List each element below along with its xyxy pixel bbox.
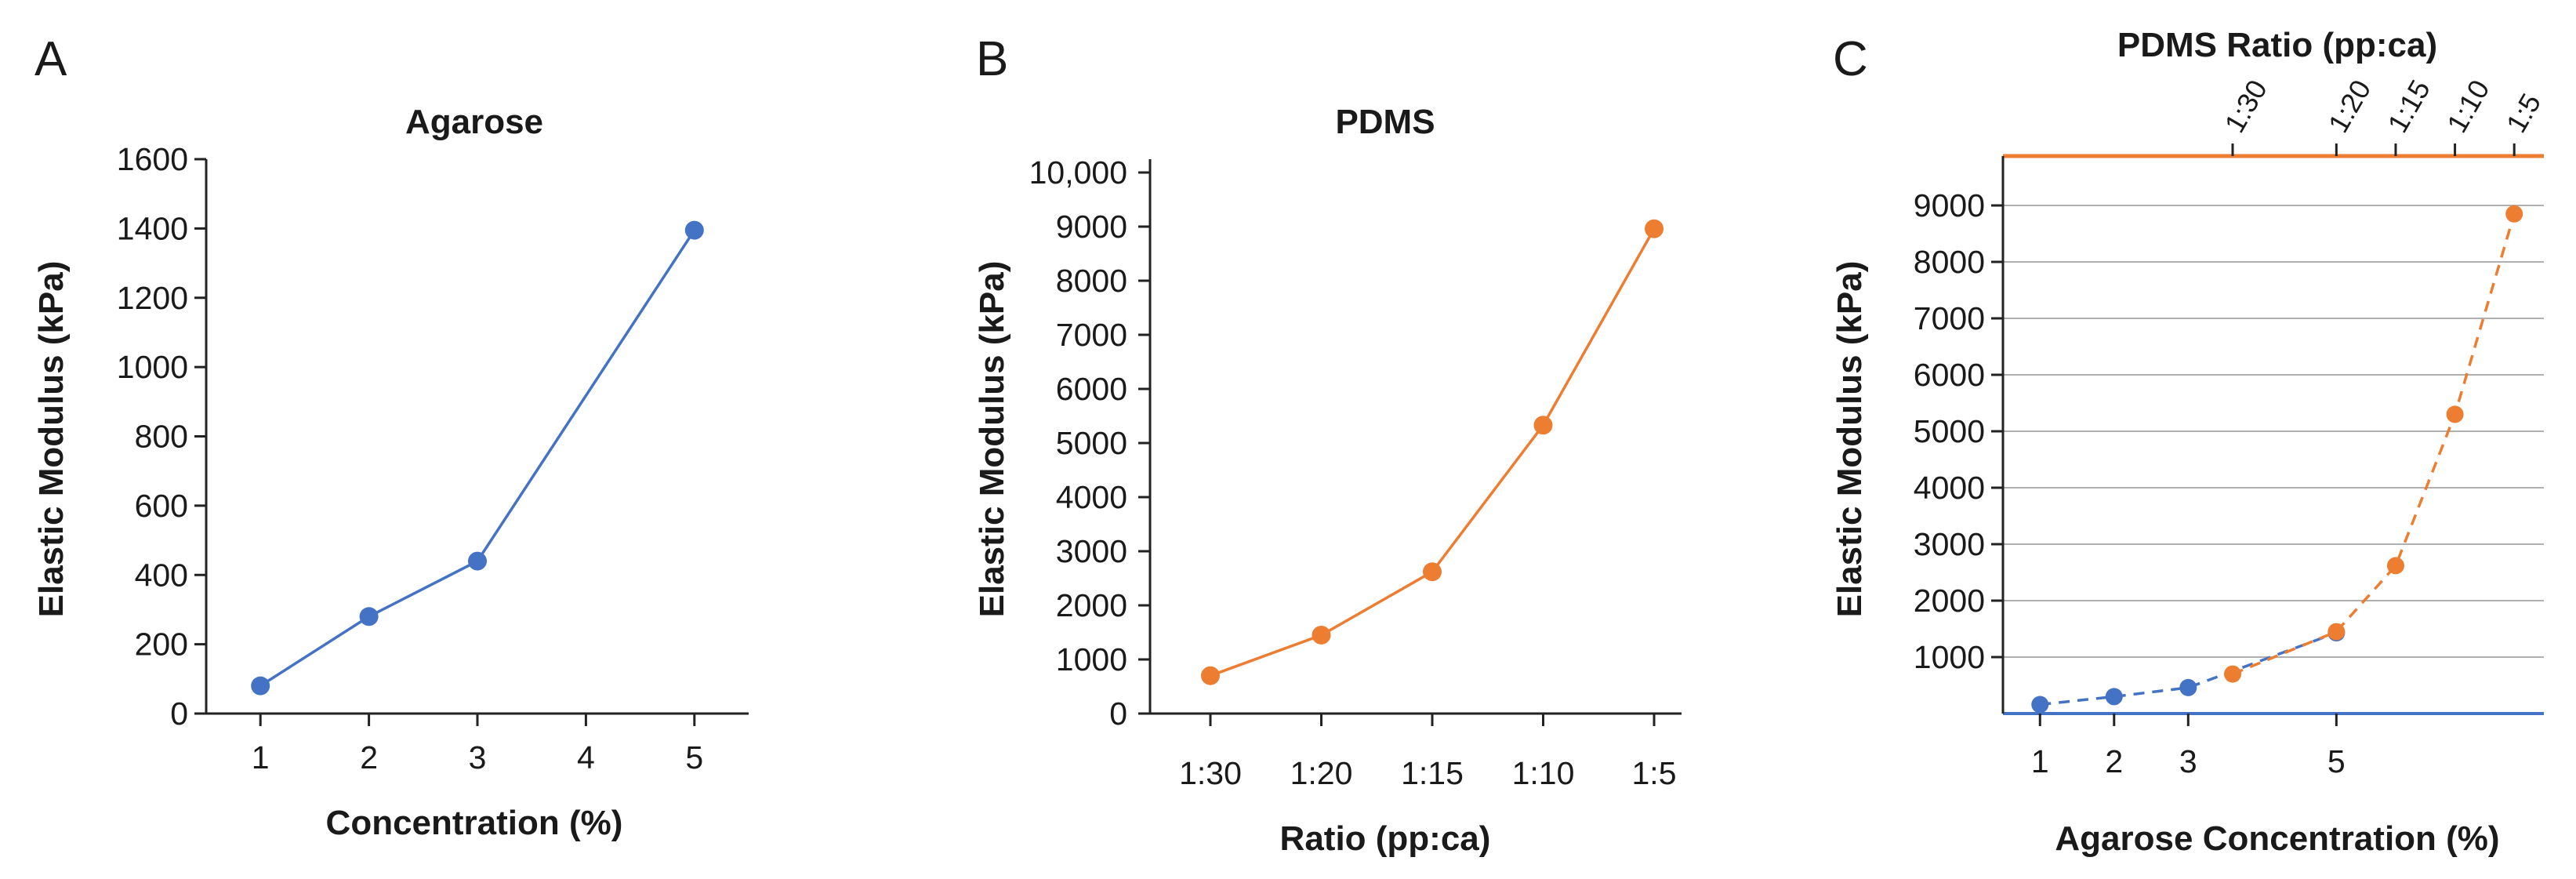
chart-a-title: Agarose [405, 103, 543, 141]
chart-agarose: Agarose Concentration (%) Elastic Modulu… [32, 103, 749, 842]
chart-a-ytick-label: 600 [135, 488, 188, 524]
chart-c-ytick-label: 8000 [1914, 244, 1985, 280]
chart-b-ytick-label: 6000 [1056, 371, 1127, 407]
chart-c-ytick-label: 5000 [1914, 413, 1985, 449]
chart-c-ytick-label: 1000 [1914, 639, 1985, 675]
chart-b-xtick-label: 1:5 [1632, 755, 1677, 791]
chart-c-top-tick-label: 1:15 [2381, 74, 2436, 138]
chart-c-data-point-pdms [2446, 405, 2464, 423]
chart-a-data-point [251, 676, 270, 696]
chart-b-xtick-label: 1:15 [1401, 755, 1464, 791]
chart-b-ytick-label: 1000 [1056, 641, 1127, 677]
chart-c-ylabel: Elastic Modulus (kPa) [1830, 261, 1869, 618]
chart-c-ytick-label: 3000 [1914, 526, 1985, 562]
chart-a-xlabel: Concentration (%) [326, 804, 623, 842]
chart-a-xtick-label: 1 [252, 739, 270, 775]
chart-c-data-point-agarose [2179, 678, 2197, 696]
chart-b-data-point [1201, 666, 1220, 685]
chart-a-ytick-label: 800 [135, 419, 188, 455]
chart-c-top-tick-label: 1:5 [2500, 88, 2548, 138]
chart-b-ytick-label: 4000 [1056, 479, 1127, 515]
chart-a-data-point [684, 220, 704, 240]
chart-a-ylabel: Elastic Modulus (kPa) [32, 261, 71, 618]
chart-a-xtick-label: 4 [577, 739, 595, 775]
chart-c-xtick-label: 3 [2179, 743, 2197, 779]
chart-b-data-point [1312, 625, 1331, 645]
chart-b-data-point [1423, 562, 1442, 582]
panel-letter-b: B [976, 32, 1008, 86]
chart-a-xtick-label: 5 [685, 739, 703, 775]
chart-a-xtick-label: 3 [469, 739, 487, 775]
chart-a-ytick-label: 200 [135, 627, 188, 663]
chart-c-data-point-agarose [2105, 688, 2123, 706]
chart-b-xtick-label: 1:20 [1290, 755, 1353, 791]
chart-b-ytick-label: 2000 [1056, 587, 1127, 623]
chart-a-ytick-label: 1600 [117, 141, 188, 177]
chart-a-data-point [359, 607, 379, 627]
chart-b-ytick-label: 10,000 [1029, 154, 1127, 191]
chart-c-top-tick-label: 1:10 [2440, 74, 2496, 138]
chart-b-ytick-label: 7000 [1056, 317, 1127, 353]
chart-a-ytick-label: 1400 [117, 210, 188, 246]
chart-c-data-point-pdms [2505, 205, 2523, 223]
chart-b-xlabel: Ratio (pp:ca) [1280, 819, 1491, 858]
chart-c-data-point-pdms [2327, 623, 2346, 641]
chart-c-series-line-pdms [2232, 213, 2516, 676]
chart-combined: PDMS Ratio (pp:ca) Agarose Concentration… [1830, 26, 2547, 858]
chart-b-xtick-label: 1:10 [1512, 755, 1575, 791]
chart-b-data-point [1533, 416, 1553, 435]
chart-c-data-point-pdms [2224, 665, 2242, 683]
chart-a-ytick-label: 0 [170, 696, 188, 732]
chart-b-ylabel: Elastic Modulus (kPa) [973, 261, 1011, 618]
chart-b-ytick-label: 9000 [1056, 209, 1127, 245]
chart-c-top-tick-label: 1:30 [2218, 74, 2273, 138]
chart-c-title: PDMS Ratio (pp:ca) [2117, 26, 2437, 64]
chart-b-xtick-label: 1:30 [1179, 755, 1242, 791]
chart-b-ytick-label: 5000 [1056, 425, 1127, 461]
chart-a-ytick-label: 400 [135, 557, 188, 593]
chart-b-title: PDMS [1335, 103, 1435, 141]
panel-letter-a: A [34, 32, 67, 86]
chart-a-xtick-label: 2 [360, 739, 378, 775]
chart-b-data-point [1645, 219, 1664, 238]
chart-c-ytick-label: 7000 [1914, 300, 1985, 336]
chart-c-xtick-label: 2 [2105, 743, 2123, 779]
chart-c-data-point-pdms [2386, 557, 2404, 575]
chart-b-ytick-label: 0 [1109, 696, 1127, 732]
chart-b-ytick-label: 8000 [1056, 263, 1127, 299]
chart-a-data-point [468, 551, 487, 571]
chart-b-series-line [1210, 227, 1656, 677]
chart-c-ytick-label: 9000 [1914, 187, 1985, 223]
panel-letter-c: C [1833, 32, 1868, 86]
chart-a-ytick-label: 1000 [117, 349, 188, 385]
chart-c-ytick-label: 4000 [1914, 470, 1985, 506]
chart-c-ytick-label: 2000 [1914, 583, 1985, 619]
chart-c-series-line-agarose [2040, 631, 2337, 706]
chart-c-top-tick-label: 1:20 [2322, 74, 2378, 138]
chart-a-ytick-label: 1200 [117, 280, 188, 316]
chart-b-ytick-label: 3000 [1056, 533, 1127, 569]
chart-c-xtick-label: 5 [2327, 743, 2346, 779]
chart-a-series-line [259, 229, 696, 688]
chart-c-xtick-label: 1 [2031, 743, 2049, 779]
chart-c-ytick-label: 6000 [1914, 357, 1985, 393]
chart-pdms: PDMS Ratio (pp:ca) Elastic Modulus (kPa)… [973, 103, 1682, 858]
chart-c-data-point-agarose [2031, 696, 2049, 714]
chart-c-xlabel: Agarose Concentration (%) [2055, 819, 2499, 858]
